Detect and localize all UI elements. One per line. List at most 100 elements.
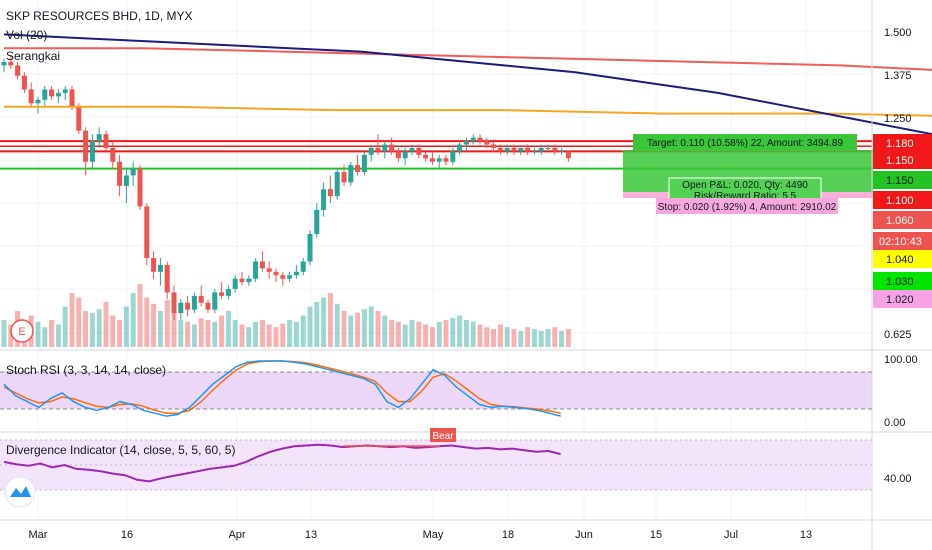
- volume-bar: [144, 297, 150, 347]
- volume-bar: [219, 315, 225, 347]
- stoch-tick: 0.00: [884, 417, 905, 429]
- volume-bar: [355, 312, 361, 347]
- price-tick: 0.625: [884, 329, 912, 341]
- candle-body: [450, 151, 456, 162]
- volume-bar: [259, 320, 265, 347]
- candle-body: [232, 278, 238, 289]
- time-tick: 18: [502, 529, 514, 541]
- stoch-band: [0, 372, 872, 409]
- candle-body: [89, 141, 95, 162]
- candle-body: [409, 147, 415, 152]
- volume-bar: [416, 321, 422, 347]
- candle-body: [28, 89, 34, 104]
- price-tag-bg: [873, 250, 932, 268]
- volume-bar: [55, 324, 61, 347]
- volume-bar: [123, 306, 129, 347]
- price-tag-label: 1.100: [886, 195, 914, 207]
- volume-bar: [280, 323, 286, 347]
- long-position-tool[interactable]: Target: 0.110 (10.58%) 22, Amount: 3494.…: [623, 134, 873, 214]
- candle-body: [327, 189, 333, 197]
- candle-body: [552, 147, 558, 152]
- volume-bar: [96, 309, 102, 347]
- volume-bar: [518, 330, 524, 347]
- candle-body: [470, 137, 476, 142]
- price-tick: 1.500: [884, 27, 912, 39]
- candle-body: [1, 61, 7, 66]
- volume-bar: [491, 329, 497, 347]
- candle-body: [144, 206, 150, 259]
- candle-body: [123, 175, 129, 186]
- volume-bar: [348, 315, 354, 347]
- volume-bar: [361, 309, 367, 347]
- target-label: Target: 0.110 (10.58%) 22, Amount: 3494.…: [647, 138, 843, 149]
- stoch-k-line: [3, 360, 561, 417]
- volume-bar: [375, 311, 381, 347]
- volume-bar: [266, 324, 272, 347]
- candle-body: [497, 147, 503, 152]
- stoch-label: Stoch RSI (3, 3, 14, 14, close): [6, 363, 166, 377]
- candle-body: [117, 161, 123, 186]
- candle-body: [484, 141, 490, 145]
- candle-body: [83, 130, 89, 162]
- candle-body: [157, 264, 163, 272]
- candle-body: [477, 137, 483, 142]
- candle-body: [212, 292, 218, 310]
- volume-bar: [89, 312, 95, 347]
- volume-bar: [8, 324, 14, 347]
- volume-bar: [151, 303, 157, 347]
- volume-bar: [130, 293, 136, 347]
- candle-body: [545, 147, 551, 149]
- candle-body: [395, 151, 401, 159]
- candle-body: [69, 89, 75, 107]
- volume-bar: [545, 329, 551, 347]
- volume-bar: [307, 306, 313, 347]
- stop-label: Stop: 0.020 (1.92%) 4, Amount: 2910.02: [658, 202, 837, 213]
- price-tag-bg: [873, 134, 932, 152]
- volume-bar: [69, 293, 75, 347]
- volume-bar: [463, 320, 469, 347]
- candle-body: [225, 289, 231, 296]
- volume-bar: [504, 327, 510, 347]
- candle-body: [185, 302, 191, 310]
- volume-bar: [62, 306, 68, 347]
- time-tick: 16: [121, 529, 133, 541]
- time-axis[interactable]: Mar 16 Apr 13 May 18 Jun 15 Jul 13: [29, 529, 813, 541]
- tradingview-logo[interactable]: [4, 476, 36, 508]
- price-tag-bg: [873, 272, 932, 290]
- price-tag-label: 1.150: [886, 175, 914, 187]
- price-tag-label: 02:10:43: [879, 236, 922, 248]
- time-tick: 15: [650, 529, 662, 541]
- volume-bar: [103, 302, 109, 347]
- stoch-rsi-pane[interactable]: Stoch RSI (3, 3, 14, 14, close): [0, 360, 872, 417]
- volume-bar: [164, 300, 170, 347]
- volume-bar: [232, 320, 238, 347]
- volume-bar: [484, 327, 490, 347]
- time-tick: Apr: [228, 529, 245, 541]
- volume-bar: [171, 312, 177, 347]
- price-tag-bg: [873, 232, 932, 250]
- candle-body: [443, 158, 449, 162]
- candle-body: [538, 147, 544, 152]
- candle-body: [402, 151, 408, 159]
- volume-bar: [1, 320, 7, 347]
- candle-body: [62, 89, 68, 93]
- candle-body: [463, 141, 469, 145]
- candle-body: [293, 271, 299, 276]
- volume-bar: [42, 327, 48, 347]
- price-tick: 1.250: [884, 113, 912, 125]
- candle-body: [8, 61, 14, 66]
- volume-bar: [273, 327, 279, 347]
- candle-body: [76, 106, 82, 131]
- stoch-lines: [3, 360, 561, 417]
- divergence-pane[interactable]: Bear Divergence Indicator (14, close, 5,…: [0, 428, 872, 491]
- earnings-marker[interactable]: E: [10, 319, 34, 343]
- candle-body: [110, 147, 116, 162]
- price-tag-bg: [873, 191, 932, 209]
- price-axis[interactable]: 1.500 1.375 1.250 0.625 1.1801.1501.1501…: [873, 27, 932, 485]
- volume-bar: [552, 327, 558, 347]
- volume-bar: [205, 320, 211, 347]
- candle-body: [565, 151, 571, 159]
- volume-bar: [334, 303, 340, 347]
- volume-bar: [253, 321, 259, 347]
